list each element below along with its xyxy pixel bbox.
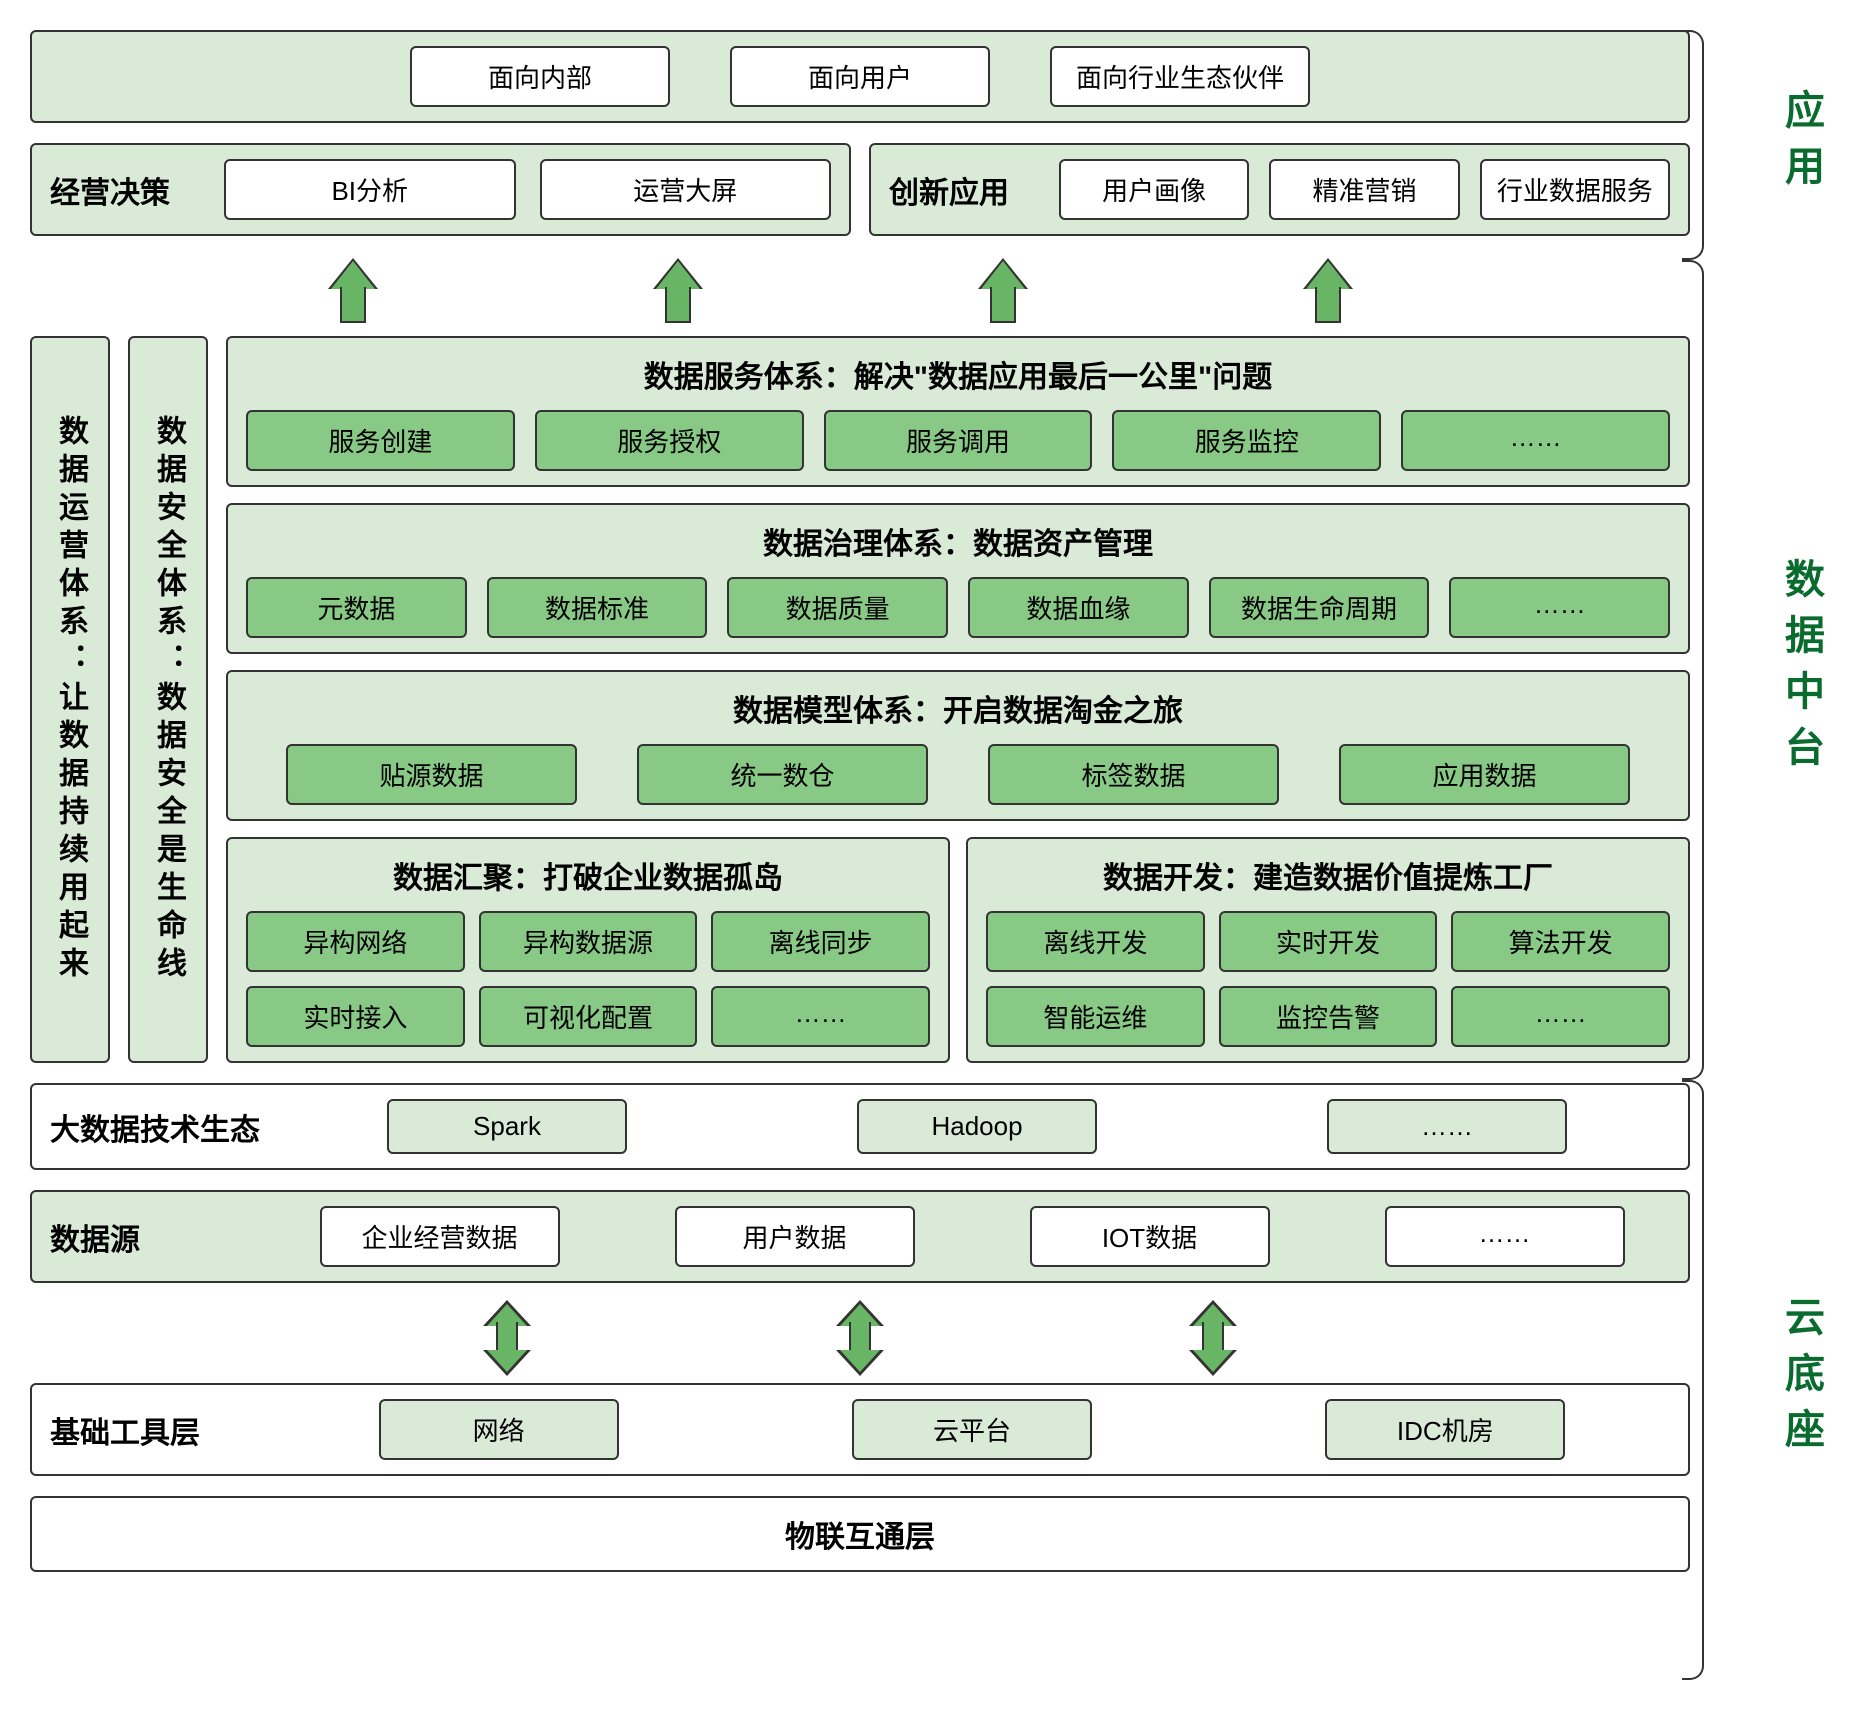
bi-analysis: BI分析 bbox=[224, 159, 516, 220]
innovation-panel: 创新应用 用户画像 精准营销 行业数据服务 bbox=[869, 143, 1690, 236]
arrows-up-row bbox=[30, 256, 1690, 326]
data-model-panel: 数据模型体系：开启数据淘金之旅 贴源数据 统一数仓 标签数据 应用数据 bbox=[226, 670, 1690, 821]
iot-data: IOT数据 bbox=[1030, 1206, 1270, 1267]
ingest-dev-row: 数据汇聚：打破企业数据孤岛 异构网络 异构数据源 离线同步 实时接入 可视化配置… bbox=[226, 837, 1690, 1063]
offline-sync: 离线同步 bbox=[711, 911, 930, 972]
bigdata-panel: 大数据技术生态 Spark Hadoop …… bbox=[30, 1083, 1690, 1170]
tag-data: 标签数据 bbox=[988, 744, 1279, 805]
source-data: 贴源数据 bbox=[286, 744, 577, 805]
arrow-bidirectional-icon bbox=[842, 1302, 878, 1374]
biz-decision-panel: 经营决策 BI分析 运营大屏 bbox=[30, 143, 851, 236]
ingest-more: …… bbox=[711, 986, 930, 1047]
industry-data-service: 行业数据服务 bbox=[1480, 159, 1670, 220]
arrow-bidirectional-icon bbox=[489, 1302, 525, 1374]
aiops: 智能运维 bbox=[986, 986, 1205, 1047]
biz-data: 企业经营数据 bbox=[320, 1206, 560, 1267]
unified-dw: 统一数仓 bbox=[637, 744, 928, 805]
audience-panel: 面向内部 面向用户 面向行业生态伙伴 bbox=[30, 30, 1690, 123]
main-column: 面向内部 面向用户 面向行业生态伙伴 经营决策 BI分析 运营大屏 创新应用 用… bbox=[30, 30, 1690, 1680]
realtime-ingest: 实时接入 bbox=[246, 986, 465, 1047]
hetero-datasource: 异构数据源 bbox=[479, 911, 698, 972]
app-data: 应用数据 bbox=[1339, 744, 1630, 805]
data-govern-title: 数据治理体系：数据资产管理 bbox=[246, 519, 1670, 563]
audience-partner: 面向行业生态伙伴 bbox=[1050, 46, 1310, 107]
govern-more: …… bbox=[1449, 577, 1670, 638]
data-service-panel: 数据服务体系：解决"数据应用最后一公里"问题 服务创建 服务授权 服务调用 服务… bbox=[226, 336, 1690, 487]
user-profile: 用户画像 bbox=[1059, 159, 1249, 220]
datasource-more: …… bbox=[1385, 1206, 1625, 1267]
dev-more: …… bbox=[1451, 986, 1670, 1047]
infra-title: 基础工具层 bbox=[50, 1408, 250, 1452]
data-standard: 数据标准 bbox=[487, 577, 708, 638]
idc: IDC机房 bbox=[1325, 1399, 1565, 1460]
ops-screen: 运营大屏 bbox=[540, 159, 832, 220]
data-model-title: 数据模型体系：开启数据淘金之旅 bbox=[246, 686, 1670, 730]
innovation-title: 创新应用 bbox=[889, 168, 1039, 212]
algo-dev: 算法开发 bbox=[1451, 911, 1670, 972]
arrow-up-icon bbox=[335, 261, 371, 321]
audience-user: 面向用户 bbox=[730, 46, 990, 107]
datasource-row: 数据源 企业经营数据 用户数据 IOT数据 …… bbox=[30, 1190, 1690, 1283]
offline-dev: 离线开发 bbox=[986, 911, 1205, 972]
section-label-cloud-base: 云底座 bbox=[1710, 1090, 1830, 1670]
data-quality: 数据质量 bbox=[727, 577, 948, 638]
visual-config: 可视化配置 bbox=[479, 986, 698, 1047]
service-invoke: 服务调用 bbox=[824, 410, 1093, 471]
bigdata-row: 大数据技术生态 Spark Hadoop …… bbox=[30, 1083, 1690, 1170]
section-label-application: 应用 bbox=[1710, 40, 1830, 250]
spark: Spark bbox=[387, 1099, 627, 1154]
interconnect-title: 物联互通层 bbox=[50, 1512, 1670, 1556]
data-govern-panel: 数据治理体系：数据资产管理 元数据 数据标准 数据质量 数据血缘 数据生命周期 … bbox=[226, 503, 1690, 654]
hadoop: Hadoop bbox=[857, 1099, 1097, 1154]
arrow-bidirectional-icon bbox=[1195, 1302, 1231, 1374]
realtime-dev: 实时开发 bbox=[1219, 911, 1438, 972]
section-labels-column: 应用 数据中台 云底座 bbox=[1710, 30, 1830, 1680]
service-monitor: 服务监控 bbox=[1112, 410, 1381, 471]
precision-marketing: 精准营销 bbox=[1269, 159, 1459, 220]
app-second-row: 经营决策 BI分析 运营大屏 创新应用 用户画像 精准营销 行业数据服务 bbox=[30, 143, 1690, 236]
arrow-up-icon bbox=[660, 261, 696, 321]
section-label-data-mid: 数据中台 bbox=[1710, 270, 1830, 1070]
security-pillar: 数据安全体系：数据安全是生命线 bbox=[128, 336, 208, 1063]
data-ingest-panel: 数据汇聚：打破企业数据孤岛 异构网络 异构数据源 离线同步 实时接入 可视化配置… bbox=[226, 837, 950, 1063]
data-lineage: 数据血缘 bbox=[968, 577, 1189, 638]
bigdata-more: …… bbox=[1327, 1099, 1567, 1154]
metadata: 元数据 bbox=[246, 577, 467, 638]
architecture-diagram: 面向内部 面向用户 面向行业生态伙伴 经营决策 BI分析 运营大屏 创新应用 用… bbox=[30, 30, 1830, 1680]
hetero-network: 异构网络 bbox=[246, 911, 465, 972]
bigdata-title: 大数据技术生态 bbox=[50, 1105, 260, 1149]
interconnect-panel: 物联互通层 bbox=[30, 1496, 1690, 1572]
data-ingest-title: 数据汇聚：打破企业数据孤岛 bbox=[246, 853, 930, 897]
service-create: 服务创建 bbox=[246, 410, 515, 471]
arrows-bi-row bbox=[30, 1303, 1690, 1373]
mid-stack: 数据服务体系：解决"数据应用最后一公里"问题 服务创建 服务授权 服务调用 服务… bbox=[226, 336, 1690, 1063]
datasource-title: 数据源 bbox=[50, 1215, 250, 1259]
infra-row: 基础工具层 网络 云平台 IDC机房 bbox=[30, 1383, 1690, 1476]
arrow-up-icon bbox=[1310, 261, 1346, 321]
service-more: …… bbox=[1401, 410, 1670, 471]
monitor-alert: 监控告警 bbox=[1219, 986, 1438, 1047]
data-dev-panel: 数据开发：建造数据价值提炼工厂 离线开发 实时开发 算法开发 智能运维 监控告警… bbox=[966, 837, 1690, 1063]
data-dev-title: 数据开发：建造数据价值提炼工厂 bbox=[986, 853, 1670, 897]
data-service-title: 数据服务体系：解决"数据应用最后一公里"问题 bbox=[246, 352, 1670, 396]
audience-internal: 面向内部 bbox=[410, 46, 670, 107]
ops-pillar: 数据运营体系：让数据持续用起来 bbox=[30, 336, 110, 1063]
cloud-platform: 云平台 bbox=[852, 1399, 1092, 1460]
user-data: 用户数据 bbox=[675, 1206, 915, 1267]
mid-platform-row: 数据运营体系：让数据持续用起来 数据安全体系：数据安全是生命线 数据服务体系：解… bbox=[30, 336, 1690, 1063]
infra-panel: 基础工具层 网络 云平台 IDC机房 bbox=[30, 1383, 1690, 1476]
arrow-up-icon bbox=[985, 261, 1021, 321]
biz-decision-title: 经营决策 bbox=[50, 168, 200, 212]
data-lifecycle: 数据生命周期 bbox=[1209, 577, 1430, 638]
datasource-panel: 数据源 企业经营数据 用户数据 IOT数据 …… bbox=[30, 1190, 1690, 1283]
service-auth: 服务授权 bbox=[535, 410, 804, 471]
network: 网络 bbox=[379, 1399, 619, 1460]
